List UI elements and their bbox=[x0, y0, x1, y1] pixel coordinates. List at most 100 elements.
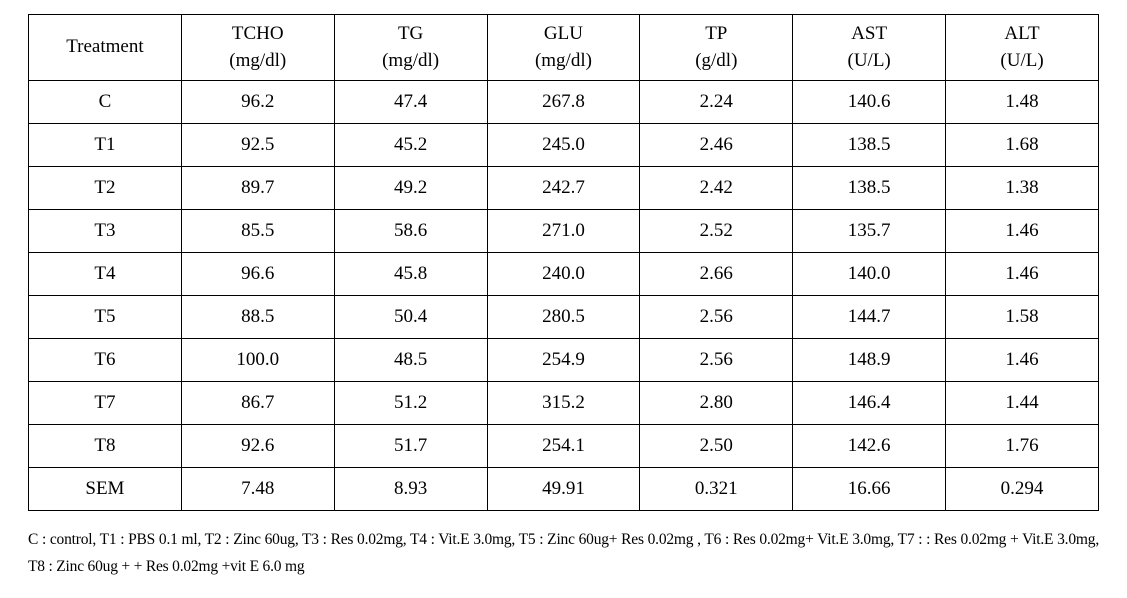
table-row: C 96.2 47.4 267.8 2.24 140.6 1.48 bbox=[29, 81, 1099, 124]
cell: 254.1 bbox=[487, 425, 640, 468]
col-header: GLU (mg/dl) bbox=[487, 15, 640, 81]
cell: T1 bbox=[29, 124, 182, 167]
col-header-line2: (U/L) bbox=[848, 50, 891, 71]
col-header-line2: (mg/dl) bbox=[229, 50, 286, 71]
cell: 267.8 bbox=[487, 81, 640, 124]
table-row: T3 85.5 58.6 271.0 2.52 135.7 1.46 bbox=[29, 210, 1099, 253]
cell: 88.5 bbox=[181, 296, 334, 339]
header-row: Treatment TCHO (mg/dl) TG (mg/dl) GLU (mg/d… bbox=[29, 15, 1099, 81]
cell: 8.93 bbox=[334, 468, 487, 511]
cell: 2.66 bbox=[640, 253, 793, 296]
cell: 148.9 bbox=[793, 339, 946, 382]
cell: 100.0 bbox=[181, 339, 334, 382]
data-table: Treatment TCHO (mg/dl) TG (mg/dl) GLU (mg/d… bbox=[28, 14, 1099, 511]
cell: 96.6 bbox=[181, 253, 334, 296]
cell: 138.5 bbox=[793, 167, 946, 210]
cell: C bbox=[29, 81, 182, 124]
cell: 2.56 bbox=[640, 339, 793, 382]
cell: 2.56 bbox=[640, 296, 793, 339]
cell: 49.2 bbox=[334, 167, 487, 210]
cell: 45.8 bbox=[334, 253, 487, 296]
cell: 2.42 bbox=[640, 167, 793, 210]
cell: 49.91 bbox=[487, 468, 640, 511]
cell: T7 bbox=[29, 382, 182, 425]
col-header-line2: (U/L) bbox=[1000, 50, 1043, 71]
cell: T4 bbox=[29, 253, 182, 296]
cell: 45.2 bbox=[334, 124, 487, 167]
cell: 0.321 bbox=[640, 468, 793, 511]
cell: 146.4 bbox=[793, 382, 946, 425]
cell: 2.46 bbox=[640, 124, 793, 167]
cell: 48.5 bbox=[334, 339, 487, 382]
cell: 1.38 bbox=[946, 167, 1099, 210]
cell: 2.50 bbox=[640, 425, 793, 468]
cell: 16.66 bbox=[793, 468, 946, 511]
table-row: T2 89.7 49.2 242.7 2.42 138.5 1.38 bbox=[29, 167, 1099, 210]
col-header-line2: (g/dl) bbox=[695, 50, 737, 71]
cell: T6 bbox=[29, 339, 182, 382]
col-header: AST (U/L) bbox=[793, 15, 946, 81]
cell: 1.46 bbox=[946, 339, 1099, 382]
table-row: T8 92.6 51.7 254.1 2.50 142.6 1.76 bbox=[29, 425, 1099, 468]
col-header: ALT (U/L) bbox=[946, 15, 1099, 81]
cell: 242.7 bbox=[487, 167, 640, 210]
cell: 96.2 bbox=[181, 81, 334, 124]
col-header-line1: TCHO bbox=[232, 23, 284, 44]
cell: 51.2 bbox=[334, 382, 487, 425]
cell: 0.294 bbox=[946, 468, 1099, 511]
cell: 142.6 bbox=[793, 425, 946, 468]
cell: 86.7 bbox=[181, 382, 334, 425]
cell: 51.7 bbox=[334, 425, 487, 468]
cell: T2 bbox=[29, 167, 182, 210]
cell: 1.46 bbox=[946, 210, 1099, 253]
cell: 85.5 bbox=[181, 210, 334, 253]
footnote-text: C : control, T1 : PBS 0.1 ml, T2 : Zinc … bbox=[28, 527, 1099, 580]
cell: T3 bbox=[29, 210, 182, 253]
cell: 1.46 bbox=[946, 253, 1099, 296]
cell: 7.48 bbox=[181, 468, 334, 511]
cell: 92.5 bbox=[181, 124, 334, 167]
cell: 144.7 bbox=[793, 296, 946, 339]
col-header-line2: (mg/dl) bbox=[382, 50, 439, 71]
cell: 58.6 bbox=[334, 210, 487, 253]
cell: 50.4 bbox=[334, 296, 487, 339]
table-row: T6 100.0 48.5 254.9 2.56 148.9 1.46 bbox=[29, 339, 1099, 382]
cell: 1.58 bbox=[946, 296, 1099, 339]
table-row: T7 86.7 51.2 315.2 2.80 146.4 1.44 bbox=[29, 382, 1099, 425]
col-header-line1: AST bbox=[851, 23, 887, 44]
col-header: TG (mg/dl) bbox=[334, 15, 487, 81]
table-row: T1 92.5 45.2 245.0 2.46 138.5 1.68 bbox=[29, 124, 1099, 167]
col-header-line2: (mg/dl) bbox=[535, 50, 592, 71]
cell: 245.0 bbox=[487, 124, 640, 167]
table-body: C 96.2 47.4 267.8 2.24 140.6 1.48 T1 92.… bbox=[29, 81, 1099, 511]
cell: 1.68 bbox=[946, 124, 1099, 167]
cell: 1.48 bbox=[946, 81, 1099, 124]
cell: 1.76 bbox=[946, 425, 1099, 468]
col-header: TP (g/dl) bbox=[640, 15, 793, 81]
cell: 2.24 bbox=[640, 81, 793, 124]
col-header-line1: ALT bbox=[1004, 23, 1039, 44]
cell: T5 bbox=[29, 296, 182, 339]
table-row: T5 88.5 50.4 280.5 2.56 144.7 1.58 bbox=[29, 296, 1099, 339]
cell: 140.0 bbox=[793, 253, 946, 296]
col-header-line1: TG bbox=[398, 23, 423, 44]
cell: 240.0 bbox=[487, 253, 640, 296]
cell: 89.7 bbox=[181, 167, 334, 210]
col-header-line1: Treatment bbox=[66, 36, 143, 57]
cell: SEM bbox=[29, 468, 182, 511]
cell: 135.7 bbox=[793, 210, 946, 253]
col-header: TCHO (mg/dl) bbox=[181, 15, 334, 81]
cell: 1.44 bbox=[946, 382, 1099, 425]
cell: 92.6 bbox=[181, 425, 334, 468]
table-row: SEM 7.48 8.93 49.91 0.321 16.66 0.294 bbox=[29, 468, 1099, 511]
cell: 140.6 bbox=[793, 81, 946, 124]
cell: 2.80 bbox=[640, 382, 793, 425]
cell: T8 bbox=[29, 425, 182, 468]
col-header: Treatment bbox=[29, 15, 182, 81]
cell: 47.4 bbox=[334, 81, 487, 124]
col-header-line1: TP bbox=[705, 23, 727, 44]
cell: 271.0 bbox=[487, 210, 640, 253]
cell: 315.2 bbox=[487, 382, 640, 425]
col-header-line1: GLU bbox=[544, 23, 583, 44]
cell: 254.9 bbox=[487, 339, 640, 382]
